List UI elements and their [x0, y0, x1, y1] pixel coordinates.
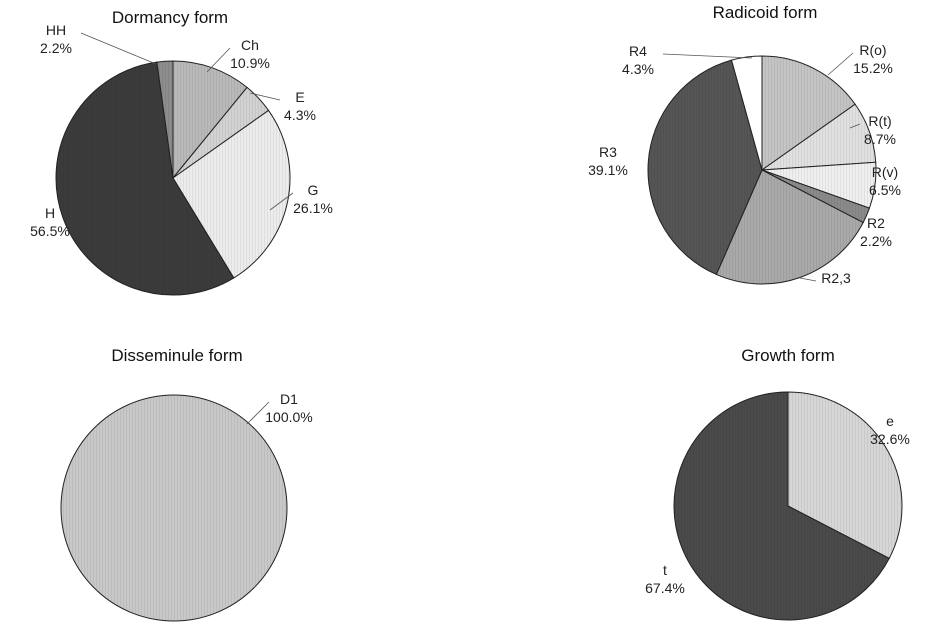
dormancy-form-slice-ch-label: Ch [241, 37, 259, 53]
dormancy-form-title: Dormancy form [112, 8, 228, 27]
radicoid-form-title: Radicoid form [713, 3, 818, 22]
radicoid-form-slice-r-t-label: R(t) [868, 113, 891, 129]
radicoid-form-slice-r3-value-label: 39.1% [588, 162, 628, 178]
disseminule-form-slice-d1-leader-line [246, 401, 270, 425]
disseminule-form-slice-d1-value-label: 100.0% [265, 409, 312, 425]
radicoid-form-slice-r2-3-label: R2,3 [821, 270, 851, 286]
radicoid-form-slice-r-o-label: R(o) [859, 42, 886, 58]
disseminule-form-slice-d1-label: D1 [280, 391, 298, 407]
radicoid-form-slice-r2-3-leader-line [799, 277, 817, 282]
radicoid-form-slice-r-o [761, 55, 856, 171]
growth-form-title: Growth form [741, 346, 835, 365]
radicoid-form-slice-r2-value-label: 2.2% [860, 233, 892, 249]
radicoid-form-slice-r-t-value-label: 8.7% [864, 131, 896, 147]
radicoid-form-slice-r4 [730, 55, 763, 171]
dormancy-form-slice-hh-leader-line [80, 32, 157, 65]
radicoid-form-slice-r4-value-label: 4.3% [622, 61, 654, 77]
dormancy-form-slice-g-leader-line [269, 192, 294, 211]
dormancy-form-slice-h [55, 61, 235, 296]
dormancy-form-slice-ch-value-label: 10.9% [230, 55, 270, 71]
disseminule-form-title: Disseminule form [111, 346, 242, 365]
radicoid-form-slice-r-v-label: R(v) [872, 164, 898, 180]
growth-form-slice-t-label: t [663, 562, 667, 578]
radicoid-form-slice-r-o-leader-line [827, 52, 854, 76]
dormancy-form-slice-ch-leader-line [206, 47, 231, 73]
growth-form-pie-chart: Growth form e 32.6% t 67.4% [645, 346, 910, 621]
dormancy-form-slice-g [172, 109, 291, 279]
dormancy-form-slice-hh-label: HH [46, 22, 66, 38]
growth-form-slice-t [673, 391, 890, 621]
growth-form-slice-e-label: e [886, 413, 894, 429]
dormancy-form-slice-g-value-label: 26.1% [293, 200, 333, 216]
radicoid-form-slice-r2-label: R2 [867, 215, 885, 231]
radicoid-form-slice-r3 [647, 59, 763, 276]
dormancy-form-slice-hh-value-label: 2.2% [40, 40, 72, 56]
growth-form-slice-t-value-label: 67.4% [645, 580, 685, 596]
disseminule-form-slice-d1 [60, 394, 288, 622]
dormancy-form-slice-g-label: G [308, 182, 319, 198]
radicoid-form-slice-r4-leader-line [662, 53, 753, 59]
dormancy-form-slice-h-label: H [45, 205, 55, 221]
radicoid-form-pie-chart: Radicoid form R(o) 15.2% R(t) 8.7% R(v) 6.5% R2… [588, 3, 901, 286]
radicoid-form-slice-r-t-leader-line [849, 123, 861, 129]
dormancy-form-slice-e-label: E [295, 89, 304, 105]
radicoid-form-slice-r4-label: R4 [629, 43, 647, 59]
growth-form-slice-e [787, 391, 903, 560]
disseminule-form-pie-chart: Disseminule form D1 100.0% [60, 346, 313, 622]
radicoid-form-slice-r2-3 [715, 169, 864, 285]
radicoid-form-slice-r-v-value-label: 6.5% [869, 182, 901, 198]
dormancy-form-slice-ch [172, 60, 248, 180]
dormancy-form-slice-h-value-label: 56.5% [30, 223, 70, 239]
dormancy-form-slice-e-value-label: 4.3% [284, 107, 316, 123]
radicoid-form-slice-r3-label: R3 [599, 144, 617, 160]
growth-form-slice-e-value-label: 32.6% [870, 431, 910, 447]
dormancy-form-slice-hh [156, 60, 174, 179]
dormancy-form-pie-chart: Dormancy form Ch 10.9% E 4.3% G 26.1% H 56.5% HH 2… [30, 8, 333, 296]
dormancy-form-slice-e-leader-line [249, 92, 281, 101]
radicoid-form-slice-r-o-value-label: 15.2% [853, 60, 893, 76]
